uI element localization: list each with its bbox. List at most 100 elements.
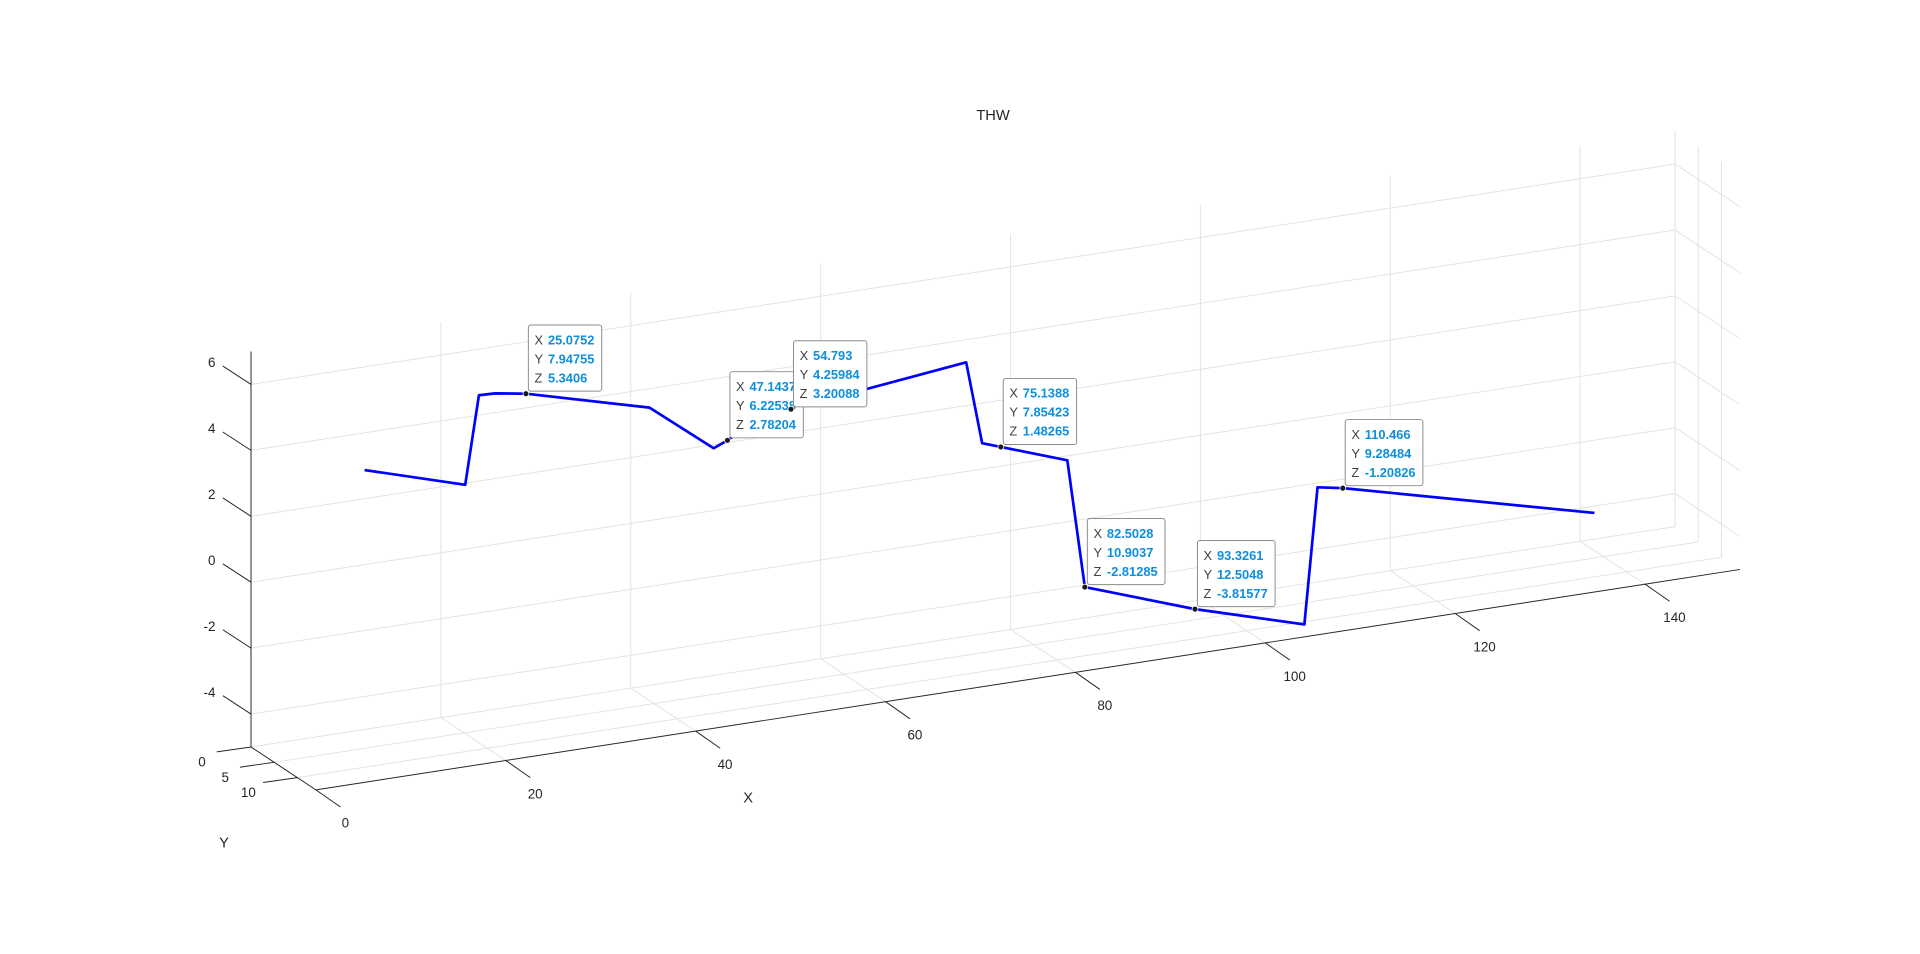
data-tip-value: 93.3261 [1217,548,1263,563]
data-tip: X 93.3261 Y 12.5048 Z -3.81577 [1196,540,1276,608]
data-tip-marker [1339,484,1347,492]
grid-line [250,163,1676,385]
data-tip-key: Z [1009,424,1017,439]
data-tip-value: 10.9037 [1107,545,1153,560]
data-tip-key: Y [736,398,745,413]
grid-line [250,229,1676,451]
x-tick-label: 80 [1097,698,1112,713]
y-tick-label: 0 [198,754,205,769]
data-tip-marker [522,390,530,397]
y-tick [263,777,298,783]
data-tip-marker [997,443,1005,451]
z-tick-label: 6 [208,355,215,370]
data-tip-key: X [534,332,543,347]
x-tick-label: 40 [718,757,733,772]
data-line [364,361,1595,626]
data-tip-key: Z [534,370,542,385]
z-tick [222,695,252,715]
data-tip-key: X [736,379,745,394]
grid-line [297,556,1722,779]
data-tip-key: Z [1204,586,1212,601]
grid-line [820,658,886,703]
y-tick-label: 5 [221,770,228,785]
data-tip-box [1002,377,1078,446]
grid-line [630,687,696,732]
x-axis-label: X [743,790,753,806]
x-tick-label: 100 [1283,669,1305,684]
data-tip-value: -3.81577 [1217,586,1268,601]
grid-line [250,295,1676,517]
x-axis-line [315,568,1741,791]
grid-line [250,493,1676,715]
data-tip-value: 2.78204 [750,417,797,432]
grid-line [250,427,1676,649]
data-tip-value: 4.25984 [813,367,860,382]
data-tip-box [1196,540,1276,608]
y-tick-label: 10 [241,785,256,800]
data-tip-value: 1.48265 [1023,424,1069,439]
data-tip: X 25.0752 Y 7.94755 Z 5.3406 [527,324,603,392]
data-tip: X 110.466 Y 9.28484 Z -1.20826 [1344,419,1424,487]
data-tip: X 82.5028 Y 10.9037 Z -2.81285 [1086,518,1166,586]
z-tick [222,431,252,451]
y-axis-line [250,746,317,791]
data-tip-key: Y [534,351,543,366]
data-tip-value: 54.793 [813,348,852,363]
grid-line [274,541,1699,763]
data-tip-value: 7.94755 [548,351,594,366]
z-tick-label: 2 [208,487,215,502]
data-tip-key: X [1204,548,1213,563]
data-tip-value: 25.0752 [548,332,594,347]
data-tip-key: Y [1093,545,1102,560]
data-tip-value: 9.28484 [1365,446,1412,461]
data-tip-value: 12.5048 [1217,567,1263,582]
x-tick-label: 60 [907,728,922,743]
data-tip-key: X [1093,526,1102,541]
data-tip-value: 7.85423 [1023,405,1069,420]
data-tip-key: Y [800,367,809,382]
x-tick [695,730,721,749]
data-tip-key: X [1009,386,1018,401]
z-tick [222,629,252,649]
grid-line [1200,599,1266,644]
data-tip-key: X [800,348,809,363]
data-tip: X 75.1388 Y 7.85423 Z 1.48265 [1002,377,1078,446]
data-tip-value: 47.1437 [750,379,796,394]
x-tick-label: 120 [1473,639,1495,654]
data-tip-value: 3.20088 [813,386,859,401]
x-tick [315,789,341,808]
data-tip-key: Y [1009,405,1018,420]
data-tip-marker [724,436,731,444]
z-tick-label: 4 [208,421,216,436]
data-tip-value: 6.22538 [750,398,796,413]
data-tip-key: X [1351,427,1360,442]
grid-line [1674,163,1741,208]
z-tick [222,497,252,517]
data-tip-marker [1081,583,1089,591]
data-tip-box [792,340,868,408]
y-tick [216,746,252,753]
data-tip-key: Z [800,386,808,401]
x-tick-label: 140 [1663,610,1685,625]
x-tick [505,760,531,779]
data-tip-value: 5.3406 [548,370,587,385]
grid-line [1674,427,1741,471]
z-tick [222,365,252,385]
grid-line [1674,229,1741,274]
data-tip-value: 110.466 [1365,427,1411,442]
data-tip: X 54.793 Y 4.25984 Z 3.20088 [792,340,868,408]
y-axis-label: Y [219,836,229,852]
grid-line [250,361,1676,583]
y-tick [239,761,275,768]
grid-line [1579,540,1646,585]
data-tip-key: Y [1204,567,1213,582]
data-tip-key: Z [1351,465,1359,480]
x-tick [1075,671,1101,690]
data-tip-box [527,324,603,392]
data-tip-value: -1.20826 [1365,465,1416,480]
data-tip-marker [787,405,795,413]
grid-line [1390,570,1456,614]
z-tick-label: 0 [208,553,215,568]
grid-line [1674,493,1741,537]
data-tip-key: Z [1093,564,1101,579]
